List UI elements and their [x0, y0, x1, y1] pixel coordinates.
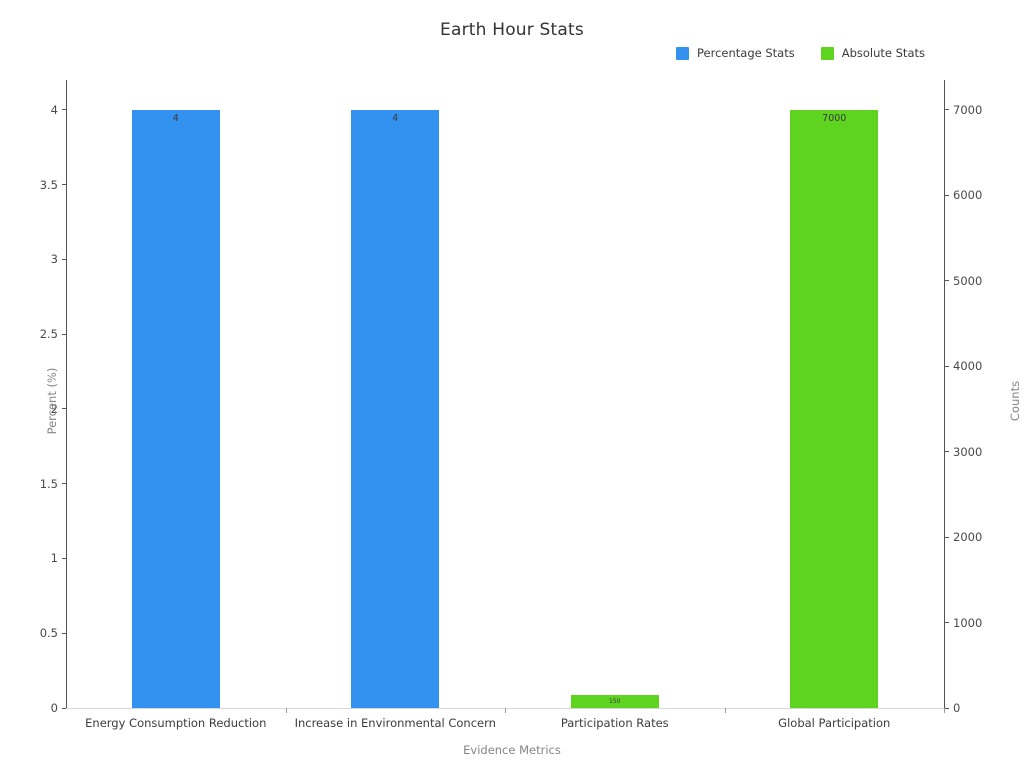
- bar-value-label: 4: [172, 112, 179, 124]
- y-axis-left-line: [66, 80, 67, 709]
- legend-item-percentage-stats[interactable]: Percentage Stats: [676, 46, 795, 60]
- x-axis-tick-mark: [944, 708, 945, 713]
- legend-swatch-icon-absolute-stats: [820, 46, 834, 60]
- y-axis-left-tick-label: 4: [50, 102, 58, 117]
- x-axis-category-label: Participation Rates: [560, 716, 669, 730]
- y-axis-right-tick-mark: [945, 622, 949, 624]
- y-axis-left-tick-label: 0.5: [39, 626, 58, 641]
- x-axis-title: Evidence Metrics: [463, 743, 561, 757]
- y-axis-right-tick-label: 0: [953, 701, 961, 715]
- y-axis-left-tick: 2: [51, 402, 66, 416]
- y-axis-right-tick-mark: [945, 536, 949, 538]
- y-axis-left-tick-mark: [62, 109, 66, 111]
- y-axis-left-tick-mark: [62, 557, 66, 559]
- plot-area: 4 4 150 7000: [66, 80, 944, 708]
- legend-swatch-icon-percentage-stats: [676, 46, 689, 60]
- bar-value-label: 4: [392, 112, 399, 124]
- y-axis-right-line: [944, 80, 945, 709]
- bar[interactable]: 4: [351, 109, 440, 708]
- y-axis-right-tick: 5000: [945, 274, 982, 288]
- y-axis-right-tick: 3000: [945, 445, 982, 459]
- y-axis-right-tick-mark: [945, 194, 949, 196]
- y-axis-left-tick-mark: [62, 408, 66, 410]
- y-axis-right-tick: 6000: [945, 188, 982, 202]
- y-axis-left-tick-label: 3.5: [39, 177, 58, 192]
- y-axis-left-tick-label: 1.5: [39, 476, 58, 491]
- y-axis-right-tick: 7000: [945, 103, 982, 117]
- y-axis-right-tick-label: 4000: [953, 359, 983, 374]
- y-axis-right-ticks: 0 1000 2000 3000 4000 5000 6000 7000: [945, 80, 1024, 715]
- y-axis-right-title: Counts: [1008, 380, 1022, 422]
- y-axis-left-tick: 3: [51, 252, 66, 266]
- y-axis-left-tick: 4: [51, 103, 66, 117]
- legend-item-absolute-stats[interactable]: Absolute Stats: [820, 46, 925, 60]
- y-axis-left-tick: 0: [51, 701, 66, 715]
- legend-label-absolute-stats: Absolute Stats: [841, 46, 925, 60]
- y-axis-left-tick-label: 1: [50, 551, 58, 566]
- y-axis-left-tick-label: 0: [50, 701, 58, 715]
- y-axis-left-tick: 1: [51, 551, 66, 565]
- x-axis-category-label: Global Participation: [778, 716, 891, 730]
- y-axis-left-title: Percent (%): [45, 367, 59, 435]
- chart-title: Earth Hour Stats: [440, 20, 584, 40]
- legend-label-percentage-stats: Percentage Stats: [697, 46, 795, 60]
- chart-legend: Percentage Stats Absolute Stats: [676, 45, 925, 61]
- y-axis-right-tick-mark: [945, 280, 949, 282]
- y-axis-left-tick-mark: [62, 483, 66, 485]
- x-axis-category-label: Energy Consumption Reduction: [85, 716, 267, 730]
- bar[interactable]: 7000: [790, 109, 879, 708]
- y-axis-left-ticks: 0 0.5 1 1.5 2 2.5 3 3.5 4: [0, 80, 66, 715]
- y-axis-left-tick-mark: [62, 184, 66, 186]
- y-axis-right-tick-mark: [945, 109, 949, 111]
- x-axis-category-label: Increase in Environmental Concern: [294, 716, 496, 730]
- x-axis-tick-mark: [505, 708, 506, 713]
- bar-value-label: 150: [609, 698, 621, 706]
- bar-value-label: 7000: [822, 112, 847, 124]
- y-axis-right-tick: 1000: [945, 616, 982, 630]
- y-axis-left-tick: 3.5: [40, 178, 66, 192]
- y-axis-left-tick-mark: [62, 707, 66, 709]
- y-axis-right-tick-label: 3000: [953, 444, 983, 459]
- x-axis-tick-mark: [724, 708, 726, 713]
- y-axis-right-tick-mark: [945, 451, 949, 453]
- y-axis-right-tick-label: 5000: [953, 273, 983, 288]
- y-axis-right-tick-label: 6000: [953, 188, 983, 203]
- y-axis-right-tick: 0: [945, 701, 960, 715]
- y-axis-left-tick: 0.5: [40, 626, 66, 640]
- y-axis-left-tick-label: 3: [50, 252, 58, 267]
- y-axis-right-tick-label: 1000: [953, 615, 983, 630]
- y-axis-left-tick-label: 2: [50, 401, 58, 416]
- x-axis-tick-mark: [285, 708, 287, 713]
- y-axis-left-tick: 1.5: [40, 477, 66, 491]
- y-axis-right-tick-label: 2000: [953, 530, 983, 545]
- y-axis-right-tick: 2000: [945, 530, 982, 544]
- y-axis-right-tick-label: 7000: [953, 102, 983, 117]
- y-axis-right-tick-mark: [945, 365, 949, 367]
- y-axis-left-tick-mark: [62, 333, 66, 335]
- y-axis-left-tick-label: 2.5: [39, 327, 58, 342]
- bar[interactable]: 150: [570, 695, 659, 708]
- y-axis-right-tick: 4000: [945, 359, 982, 373]
- bar[interactable]: 4: [131, 109, 220, 708]
- y-axis-left-tick-mark: [62, 632, 66, 634]
- y-axis-left-tick: 2.5: [40, 327, 66, 341]
- y-axis-right-tick-mark: [945, 707, 949, 709]
- y-axis-left-tick-mark: [62, 258, 66, 260]
